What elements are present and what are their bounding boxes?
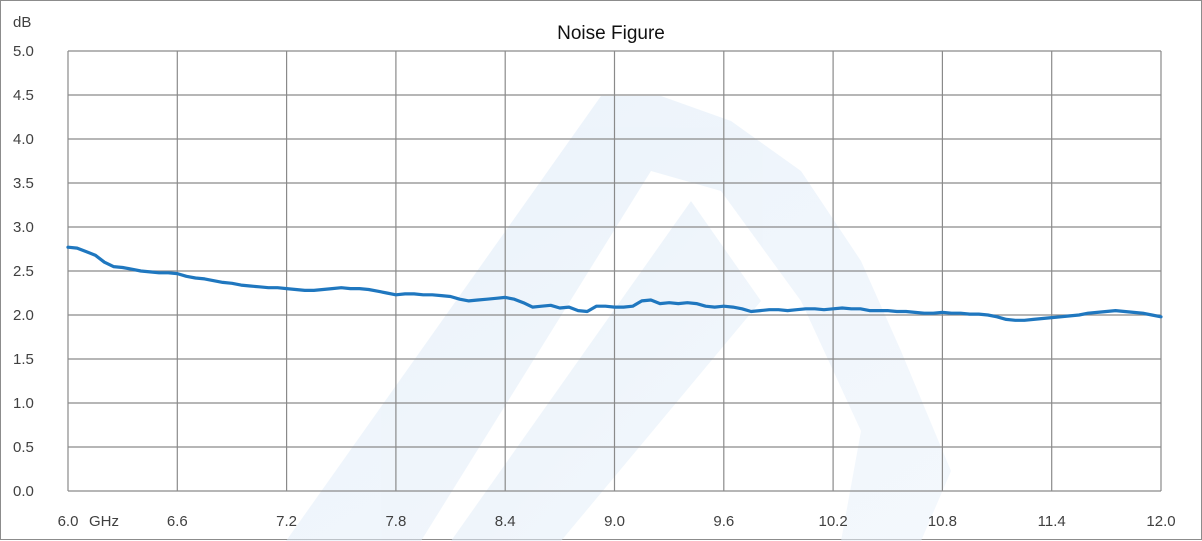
grid-lines bbox=[67, 50, 1162, 492]
axis-labels: 0.0 0.5 1.0 1.5 2.0 2.5 3.0 3.5 4.0 4.5 5.0 6.0 6.6 7… bbox=[13, 43, 1176, 530]
watermark-logo bbox=[286, 96, 951, 541]
y-tick-label: 1.5 bbox=[13, 351, 34, 368]
x-axis-unit-label: GHz bbox=[89, 513, 119, 530]
x-tick-label: 11.4 bbox=[1038, 513, 1066, 530]
series-layer bbox=[66, 245, 1163, 322]
y-axis-unit-label: dB bbox=[13, 14, 31, 31]
series-line-0 bbox=[66, 245, 1163, 322]
x-tick-label: 8.4 bbox=[495, 513, 516, 530]
x-tick-label: 6.0 bbox=[58, 513, 79, 530]
x-tick-label: 9.6 bbox=[713, 513, 734, 530]
x-tick-label: 7.8 bbox=[385, 513, 406, 530]
y-tick-label: 3.5 bbox=[13, 175, 34, 192]
y-tick-label: 2.5 bbox=[13, 263, 34, 280]
y-tick-label: 1.0 bbox=[13, 395, 34, 412]
y-tick-label: 2.0 bbox=[13, 307, 34, 324]
x-tick-label: 6.6 bbox=[167, 513, 188, 530]
x-tick-label: 9.0 bbox=[604, 513, 625, 530]
chart-title: Noise Figure bbox=[557, 23, 665, 44]
y-tick-label: 4.0 bbox=[13, 131, 34, 148]
y-tick-label: 3.0 bbox=[13, 219, 34, 236]
x-tick-label: 7.2 bbox=[276, 513, 297, 530]
y-tick-label: 0.0 bbox=[13, 483, 34, 500]
y-tick-label: 0.5 bbox=[13, 439, 34, 456]
x-tick-label: 10.2 bbox=[818, 513, 847, 530]
x-tick-label: 10.8 bbox=[928, 513, 957, 530]
y-tick-label: 4.5 bbox=[13, 87, 34, 104]
y-tick-label: 5.0 bbox=[13, 43, 34, 60]
x-tick-label: 12.0 bbox=[1146, 513, 1175, 530]
